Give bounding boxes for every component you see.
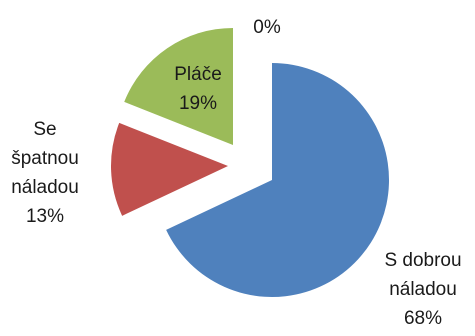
slice-label-line: 0% [253,17,281,38]
pie-slice [111,122,228,216]
slice-label: 0% [253,17,281,38]
slice-label-line: náladou [11,177,79,198]
slice-label-line: Pláče [174,64,222,85]
slice-label: Pláče 19% [174,64,222,114]
slice-label: Se špatnou náladou 13% [11,119,79,227]
slice-label-line: špatnou [11,148,79,169]
pie-slices [111,28,390,297]
slice-label-line: náladou [389,279,457,300]
pie-labels: S dobrou náladou 68% Se špatnou náladou 13% Plá… [11,17,461,329]
pie-slice [124,28,233,145]
slice-label-line: 13% [26,206,64,227]
slice-label: S dobrou náladou 68% [384,250,461,329]
slice-label-line: 19% [179,93,217,114]
slice-label-line: 68% [404,308,442,329]
slice-label-line: Se [33,119,56,140]
pie-slice [166,63,390,297]
slice-label-line: S dobrou [384,250,461,271]
